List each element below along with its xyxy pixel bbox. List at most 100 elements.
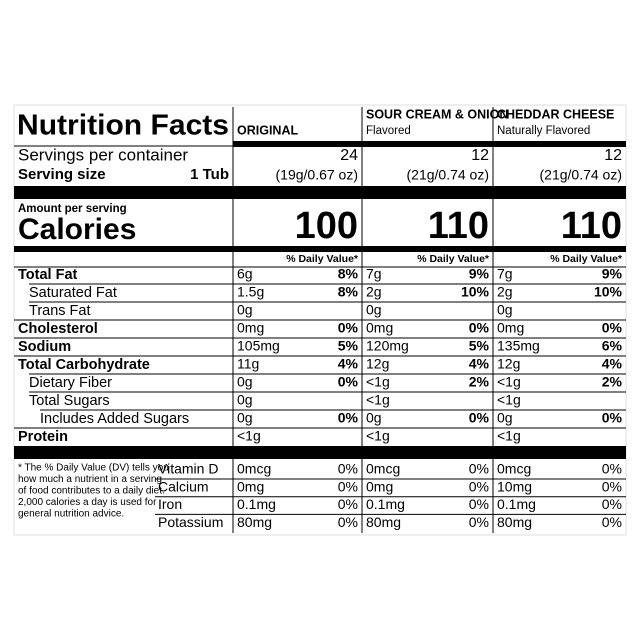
rule-bar (14, 186, 626, 199)
footnote-line: 2,000 calories a day is used for (18, 497, 157, 508)
nutrient-amount: 11g (237, 356, 259, 372)
nutrient-amount: 135mg (497, 338, 540, 354)
nutrient-dv: 8% (338, 266, 359, 282)
dv-header: % Daily Value* (286, 253, 359, 265)
nutrient-amount: 7g (497, 266, 513, 282)
serving-size-amount: 1 Tub (190, 166, 229, 183)
vitamin-amount: 0mcg (497, 461, 531, 477)
vitamin-amount: 10mg (497, 478, 532, 494)
calories-value: 100 (295, 205, 358, 247)
nutrient-amount: <1g (237, 428, 261, 444)
nutrient-dv: 0% (469, 320, 490, 336)
vitamin-dv: 0% (602, 496, 622, 512)
nutrient-amount: 2g (366, 284, 382, 300)
nutrient-amount: 0mg (497, 320, 524, 336)
nutrient-name: Total Sugars (29, 393, 110, 409)
nutrient-amount: 0g (237, 410, 253, 426)
nutrient-dv: 2% (602, 374, 623, 390)
nutrient-amount: 105mg (237, 338, 280, 354)
nutrient-dv: 5% (338, 338, 359, 354)
nutrient-name: Total Fat (18, 267, 78, 283)
nutrient-dv: 6% (602, 338, 623, 354)
vitamin-dv: 0% (338, 461, 358, 477)
rule-bar (14, 246, 626, 252)
vitamin-dv: 0% (602, 461, 622, 477)
footnote-line: how much a nutrient in a serving (18, 474, 162, 485)
column-name: ORIGINAL (237, 123, 298, 137)
nutrient-dv: 4% (602, 356, 623, 372)
amount-note: Amount per serving (18, 203, 127, 215)
nutrient-amount: 12g (497, 356, 520, 372)
nutrient-dv: 4% (338, 356, 359, 372)
nutrient-amount: 1.5g (237, 284, 264, 300)
nutrient-name: Protein (18, 429, 68, 445)
nutrient-dv: 0% (602, 320, 623, 336)
vitamin-dv: 0% (469, 461, 489, 477)
vitamin-name: Potassium (158, 514, 223, 530)
vitamin-amount: 80mg (497, 514, 532, 530)
vitamin-dv: 0% (469, 478, 489, 494)
nutrient-amount: 0g (237, 392, 253, 408)
serving-size-value: (21g/0.74 oz) (407, 167, 490, 183)
nutrient-amount: 0g (366, 410, 382, 426)
vitamin-amount: 0.1mg (237, 496, 276, 512)
column-subtitle: Flavored (366, 125, 411, 137)
vitamin-amount: 0mcg (237, 461, 271, 477)
column-name: CHEDDAR CHEESE (497, 107, 614, 121)
nutrient-name: Saturated Fat (29, 285, 117, 301)
nutrient-amount: 0g (497, 410, 513, 426)
vitamin-dv: 0% (338, 514, 358, 530)
nutrient-amount: 7g (366, 266, 382, 282)
nutrient-amount: 0mg (237, 320, 264, 336)
nutrient-dv: 2% (469, 374, 490, 390)
nutrient-name: Includes Added Sugars (40, 411, 189, 427)
rule-bar (14, 446, 626, 459)
calories-label: Calories (18, 213, 136, 246)
footnote-line: * The % Daily Value (DV) tells you (18, 463, 169, 474)
nutrient-amount: <1g (366, 392, 390, 408)
vitamin-amount: 0.1mg (497, 496, 536, 512)
title: Nutrition Facts (17, 110, 229, 142)
calories-value: 110 (561, 205, 622, 247)
serving-size-value: (19g/0.67 oz) (276, 167, 359, 183)
servings-value: 24 (340, 147, 358, 164)
column-name: SOUR CREAM & ONION (366, 107, 508, 121)
vitamin-dv: 0% (338, 496, 358, 512)
nutrient-dv: 0% (338, 374, 359, 390)
nutrient-dv: 0% (338, 410, 359, 426)
calories-value: 110 (428, 205, 489, 247)
nutrient-amount: 2g (497, 284, 513, 300)
nutrient-dv: 10% (594, 284, 623, 300)
vitamin-amount: 80mg (366, 514, 401, 530)
nutrient-amount: 0g (497, 302, 513, 318)
vitamin-dv: 0% (602, 478, 622, 494)
vitamin-dv: 0% (338, 478, 358, 494)
nutrient-name: Trans Fat (29, 303, 91, 319)
servings-value: 12 (471, 147, 489, 164)
dv-header: % Daily Value* (417, 253, 490, 265)
nutrient-amount: 0g (237, 374, 253, 390)
vitamin-amount: 0.1mg (366, 496, 405, 512)
vitamin-dv: 0% (602, 514, 622, 530)
footnote-line: of food contributes to a daily diet. (18, 486, 165, 497)
nutrient-name: Cholesterol (18, 321, 98, 337)
nutrient-name: Total Carbohydrate (18, 357, 150, 373)
serving-size-value: (21g/0.74 oz) (540, 167, 623, 183)
serving-size-label: Serving size (18, 166, 106, 183)
nutrient-dv: 9% (469, 266, 490, 282)
vitamin-amount: 0mcg (366, 461, 400, 477)
servings-value: 12 (604, 147, 622, 164)
nutrient-amount: <1g (497, 428, 521, 444)
nutrient-dv: 0% (338, 320, 359, 336)
nutrient-amount: 0mg (366, 320, 393, 336)
nutrient-amount: <1g (497, 392, 521, 408)
footnote-line: general nutrition advice. (18, 509, 124, 520)
nutrient-amount: <1g (366, 374, 390, 390)
nutrient-dv: 8% (338, 284, 359, 300)
nutrient-amount: <1g (366, 428, 390, 444)
nutrient-amount: 0g (237, 302, 253, 318)
column-subtitle: Naturally Flavored (497, 125, 590, 137)
nutrient-amount: 12g (366, 356, 389, 372)
nutrient-dv: 0% (469, 410, 490, 426)
